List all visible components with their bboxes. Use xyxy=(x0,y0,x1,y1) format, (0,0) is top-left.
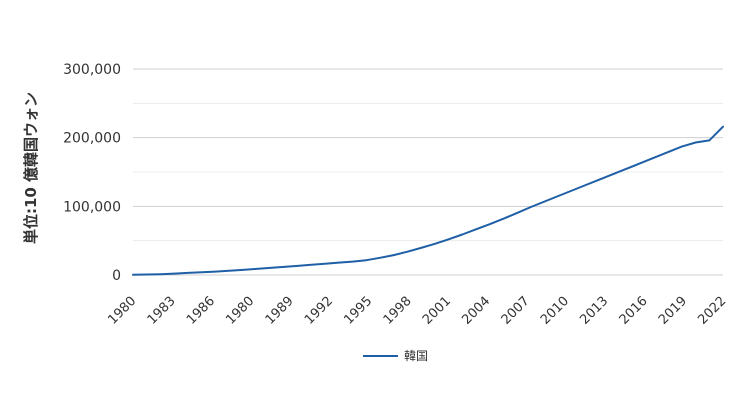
y-tick-label: 200,000 xyxy=(63,131,121,147)
series-line-0 xyxy=(132,125,724,276)
y-tick-label: 100,000 xyxy=(63,199,121,215)
series-group xyxy=(132,125,724,276)
x-tick-label: 1995 xyxy=(341,294,375,328)
x-tick-label: 1998 xyxy=(381,294,415,328)
x-tick-label: 1986 xyxy=(184,294,218,328)
x-tick-label: 1992 xyxy=(302,294,336,328)
x-tick-label: 2001 xyxy=(420,294,454,328)
x-tick-label: 1980 xyxy=(223,294,257,328)
x-tick-label: 1980 xyxy=(105,294,139,328)
legend-label: 韓国 xyxy=(404,349,428,363)
x-tick-label: 2004 xyxy=(459,294,493,328)
x-tick-label: 2007 xyxy=(499,294,533,328)
y-tick-label: 0 xyxy=(112,268,121,284)
y-tick-label: 300,000 xyxy=(63,62,121,78)
x-tick-label: 1983 xyxy=(145,294,179,328)
grid-lines xyxy=(133,68,723,276)
y-axis-ticks: 0 100,000 200,000 300,000 xyxy=(63,62,121,284)
legend: 韓国 xyxy=(363,349,428,363)
x-tick-label: 2010 xyxy=(538,294,572,328)
x-tick-label: 1989 xyxy=(263,294,297,328)
x-tick-label: 2013 xyxy=(577,294,611,328)
x-tick-label: 2022 xyxy=(695,294,729,328)
y-axis-label: 単位:10 億韓国ウォン xyxy=(22,92,40,244)
x-tick-label: 2019 xyxy=(656,294,690,328)
x-axis-ticks: 1980 1983 1986 1980 1989 1992 1995 1998 2001 2004… xyxy=(105,294,729,328)
x-tick-label: 2016 xyxy=(617,294,651,328)
